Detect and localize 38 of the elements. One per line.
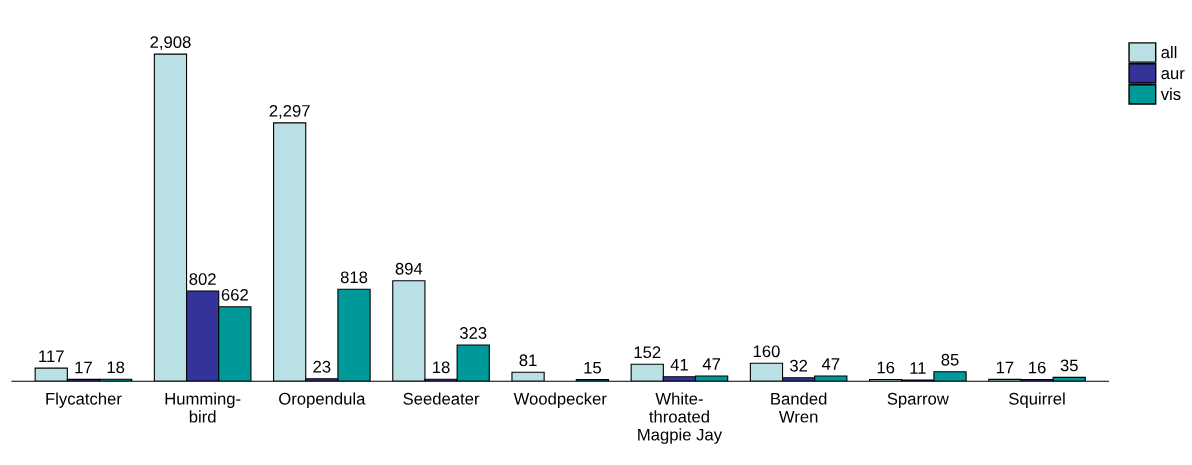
x-tick-label: Banded Wren — [771, 392, 827, 423]
data-label: 818 — [340, 271, 368, 284]
x-tick-label: Flycatcher — [46, 392, 122, 408]
data-label: 894 — [395, 262, 423, 275]
data-label: 15 — [584, 361, 601, 374]
data-label: 47 — [821, 358, 840, 370]
x-tick-label: White- throated Magpie Jay — [638, 392, 723, 444]
legend-label: vis — [1160, 87, 1181, 101]
data-label: 323 — [459, 327, 487, 339]
data-label: 2,908 — [150, 36, 191, 50]
data-label: 160 — [753, 345, 780, 358]
data-label: 2,297 — [269, 104, 310, 119]
legend-label: all — [1161, 45, 1177, 59]
data-label: 35 — [1060, 359, 1078, 372]
x-tick-label: Humming- bird — [165, 392, 241, 423]
data-label: 802 — [189, 273, 216, 285]
x-tick-label: Seedeater — [403, 392, 480, 405]
data-label: 18 — [107, 361, 125, 374]
data-label: 18 — [433, 361, 450, 374]
x-tick-label: Woodpecker — [513, 392, 607, 408]
x-tick-label: Sparrow — [887, 392, 949, 408]
data-label: 117 — [39, 350, 64, 362]
data-label: 11 — [910, 362, 926, 374]
data-label: 32 — [790, 359, 808, 372]
data-label: 662 — [221, 288, 248, 301]
data-label: 23 — [313, 360, 331, 373]
legend-label: aur — [1161, 70, 1185, 80]
data-label: 17 — [996, 361, 1014, 374]
data-label: 152 — [634, 346, 661, 359]
x-tick-label: Squirrel — [1009, 392, 1065, 408]
data-label: 85 — [941, 353, 959, 366]
data-label: 17 — [75, 361, 92, 374]
data-label: 41 — [670, 358, 688, 371]
data-label: 16 — [1029, 361, 1046, 374]
data-label: 47 — [702, 358, 721, 370]
x-tick-label: Oropendula — [279, 392, 366, 408]
data-label: 16 — [877, 361, 895, 374]
data-label: 81 — [519, 354, 537, 367]
